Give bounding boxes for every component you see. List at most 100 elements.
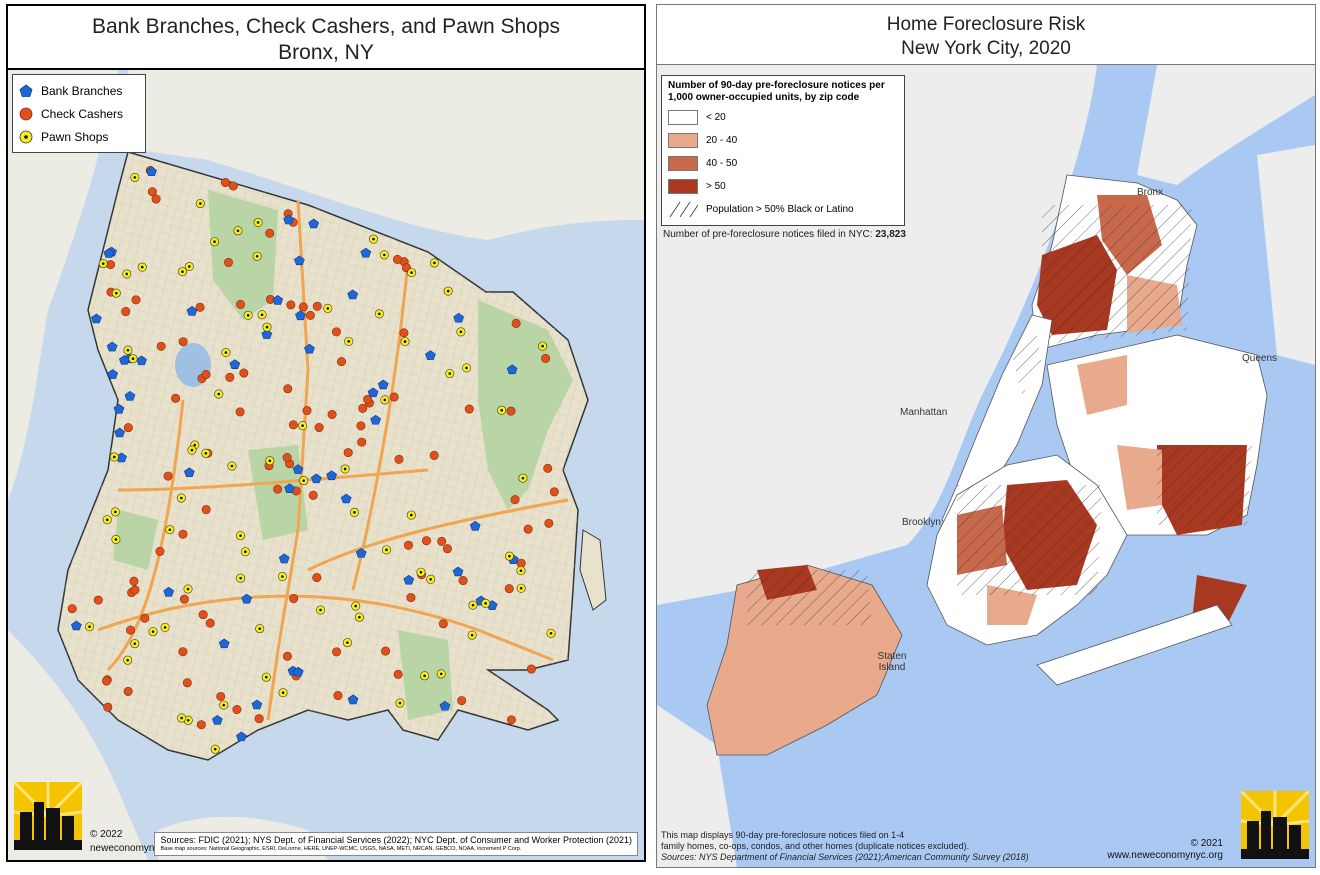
check-casher-marker	[140, 613, 150, 623]
check-casher-marker	[93, 595, 103, 605]
pawn-shop-marker	[236, 531, 246, 541]
legend-class-2: 20 - 40	[668, 129, 898, 152]
check-casher-marker	[506, 406, 516, 416]
check-casher-marker	[543, 463, 553, 473]
pawn-shop-marker	[111, 288, 121, 298]
bank-branch-marker	[183, 467, 195, 478]
crotona-park	[113, 510, 158, 570]
pawn-shop-marker	[406, 510, 416, 520]
check-casher-marker	[151, 194, 161, 204]
pawn-shop-marker	[209, 237, 219, 247]
pawn-shop-marker	[236, 573, 246, 583]
pawn-shop-marker	[177, 713, 187, 723]
check-casher-marker	[363, 394, 373, 404]
legend-hatch-row: Population > 50% Black or Latino	[668, 198, 898, 221]
check-casher-marker	[312, 573, 322, 583]
check-casher-marker	[178, 647, 188, 657]
label-brooklyn: Brooklyn	[902, 517, 941, 528]
pawn-shop-marker	[128, 354, 138, 364]
check-casher-marker	[282, 651, 292, 661]
bank-branch-marker	[283, 214, 294, 225]
bank-branch-marker	[278, 553, 290, 564]
check-casher-marker	[216, 691, 226, 701]
foreclosure-map-canvas[interactable]: Number of 90-day pre-foreclosure notices…	[657, 65, 1315, 867]
check-casher-marker	[305, 310, 315, 320]
bronx-map-canvas[interactable]: Bank Branches Check Cashers Pawn Shops	[8, 70, 644, 860]
bank-branch-marker	[113, 403, 125, 414]
check-casher-marker	[392, 254, 402, 264]
bank-branch-marker	[403, 574, 415, 585]
check-casher-marker	[220, 178, 230, 188]
pawn-shop-marker	[184, 261, 194, 271]
legend-row-check: Check Cashers	[19, 102, 139, 125]
check-casher-marker	[394, 454, 404, 464]
pawn-shop-marker	[255, 624, 265, 634]
brooklyn-hatch	[957, 485, 1102, 595]
bank-branch-marker	[360, 247, 372, 258]
city-island	[579, 529, 607, 611]
bank-branch-marker	[261, 329, 273, 339]
check-casher-marker	[147, 187, 157, 197]
bank-branch-marker	[469, 520, 481, 531]
check-casher-marker	[393, 669, 403, 679]
check-casher-marker	[389, 392, 399, 402]
foreclosure-website: www.neweconomynyc.org	[1107, 850, 1223, 861]
pawn-shop-marker	[148, 627, 158, 637]
manhattan-hatch	[1012, 335, 1042, 395]
pawn-shop-marker	[456, 327, 466, 337]
check-casher-marker	[198, 610, 208, 620]
check-casher-marker	[201, 370, 211, 380]
legend-class-label-2: 20 - 40	[706, 135, 738, 146]
legend-row-pawn: Pawn Shops	[19, 125, 139, 148]
pawn-shop-marker	[481, 598, 491, 608]
total-notices-line: Number of pre-foreclosure notices filed …	[663, 229, 906, 240]
legend-label-pawn: Pawn Shops	[41, 129, 109, 144]
pawn-shop-marker	[278, 688, 288, 698]
check-casher-marker	[232, 705, 242, 715]
check-casher-marker	[171, 393, 181, 403]
legend-label-bank: Bank Branches	[41, 83, 123, 98]
check-casher-marker	[511, 318, 521, 328]
check-casher-marker	[126, 625, 136, 635]
pawn-shop-marker	[265, 456, 275, 466]
street-grid	[58, 152, 588, 760]
target-marker-icon	[19, 130, 33, 143]
check-casher-marker	[549, 487, 559, 497]
circle-marker-icon	[19, 107, 33, 120]
pawn-shop-marker	[379, 250, 389, 260]
check-casher-marker	[442, 544, 452, 554]
pawn-shop-marker	[123, 655, 133, 665]
bank-branch-marker	[229, 359, 241, 369]
pawn-shop-marker	[368, 234, 378, 244]
check-casher-marker	[239, 368, 249, 378]
legend-class-3: 40 - 50	[668, 152, 898, 175]
check-casher-marker	[516, 558, 526, 568]
pawn-shop-marker	[201, 448, 211, 458]
pawn-shop-marker	[176, 493, 186, 503]
pawn-shop-marker	[165, 525, 175, 535]
bank-branch-marker	[367, 387, 379, 398]
foreclosure-title-line2: New York City, 2020	[901, 38, 1071, 59]
bronx-hatch	[1042, 205, 1192, 345]
pawn-shop-marker	[243, 310, 253, 320]
pawn-shop-marker	[381, 545, 391, 555]
check-casher-marker	[121, 307, 131, 317]
bronx-map-title-line2: Bronx, NY	[278, 41, 374, 64]
pawn-shop-marker	[380, 395, 390, 405]
check-casher-marker	[458, 576, 468, 586]
pawn-shop-marker	[420, 671, 430, 681]
bank-branch-marker	[106, 341, 118, 352]
bank-branch-marker	[241, 593, 253, 604]
pentagon-marker-icon	[19, 84, 33, 97]
check-casher-marker	[156, 341, 166, 351]
check-casher-marker	[196, 720, 206, 730]
check-casher-marker	[358, 403, 368, 413]
westchester-land	[128, 70, 644, 240]
legend-swatch-1	[668, 110, 698, 125]
check-casher-marker	[195, 302, 205, 312]
label-queens: Queens	[1242, 353, 1278, 364]
check-casher-marker	[103, 702, 113, 712]
check-casher-marker	[131, 295, 141, 305]
check-casher-marker	[129, 576, 139, 586]
new-economy-project-logo	[14, 782, 82, 850]
